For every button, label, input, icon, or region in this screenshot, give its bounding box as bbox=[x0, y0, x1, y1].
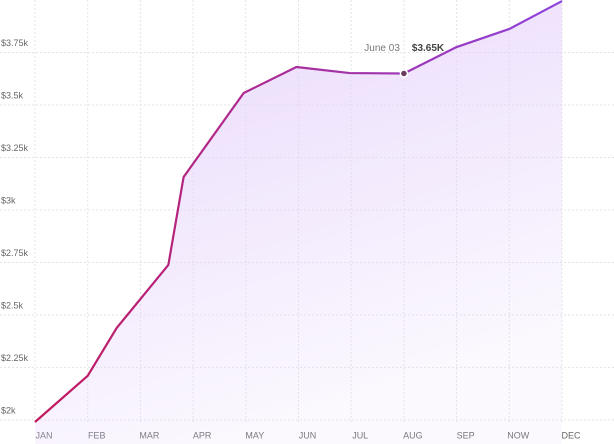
y-tick-label: $2.25k bbox=[1, 353, 29, 363]
y-tick-label: $3.25k bbox=[1, 143, 29, 153]
y-tick-label: $2.5k bbox=[1, 300, 24, 310]
y-tick-label: $2k bbox=[1, 405, 16, 415]
annotation-marker bbox=[399, 69, 409, 78]
x-tick-label: DEC bbox=[561, 430, 581, 440]
y-tick-label: $2.75k bbox=[1, 248, 29, 258]
y-tick-label: $3.75k bbox=[1, 38, 29, 48]
line bbox=[34, 0, 563, 423]
annotation-date: June 03 bbox=[364, 43, 400, 54]
plot: June 03 $3.65K bbox=[34, 0, 563, 444]
y-tick-label: $3.5k bbox=[1, 90, 24, 100]
annotation-label: $3.65K bbox=[412, 43, 445, 54]
y-tick-label: $3k bbox=[1, 195, 16, 205]
area bbox=[35, 1, 562, 444]
